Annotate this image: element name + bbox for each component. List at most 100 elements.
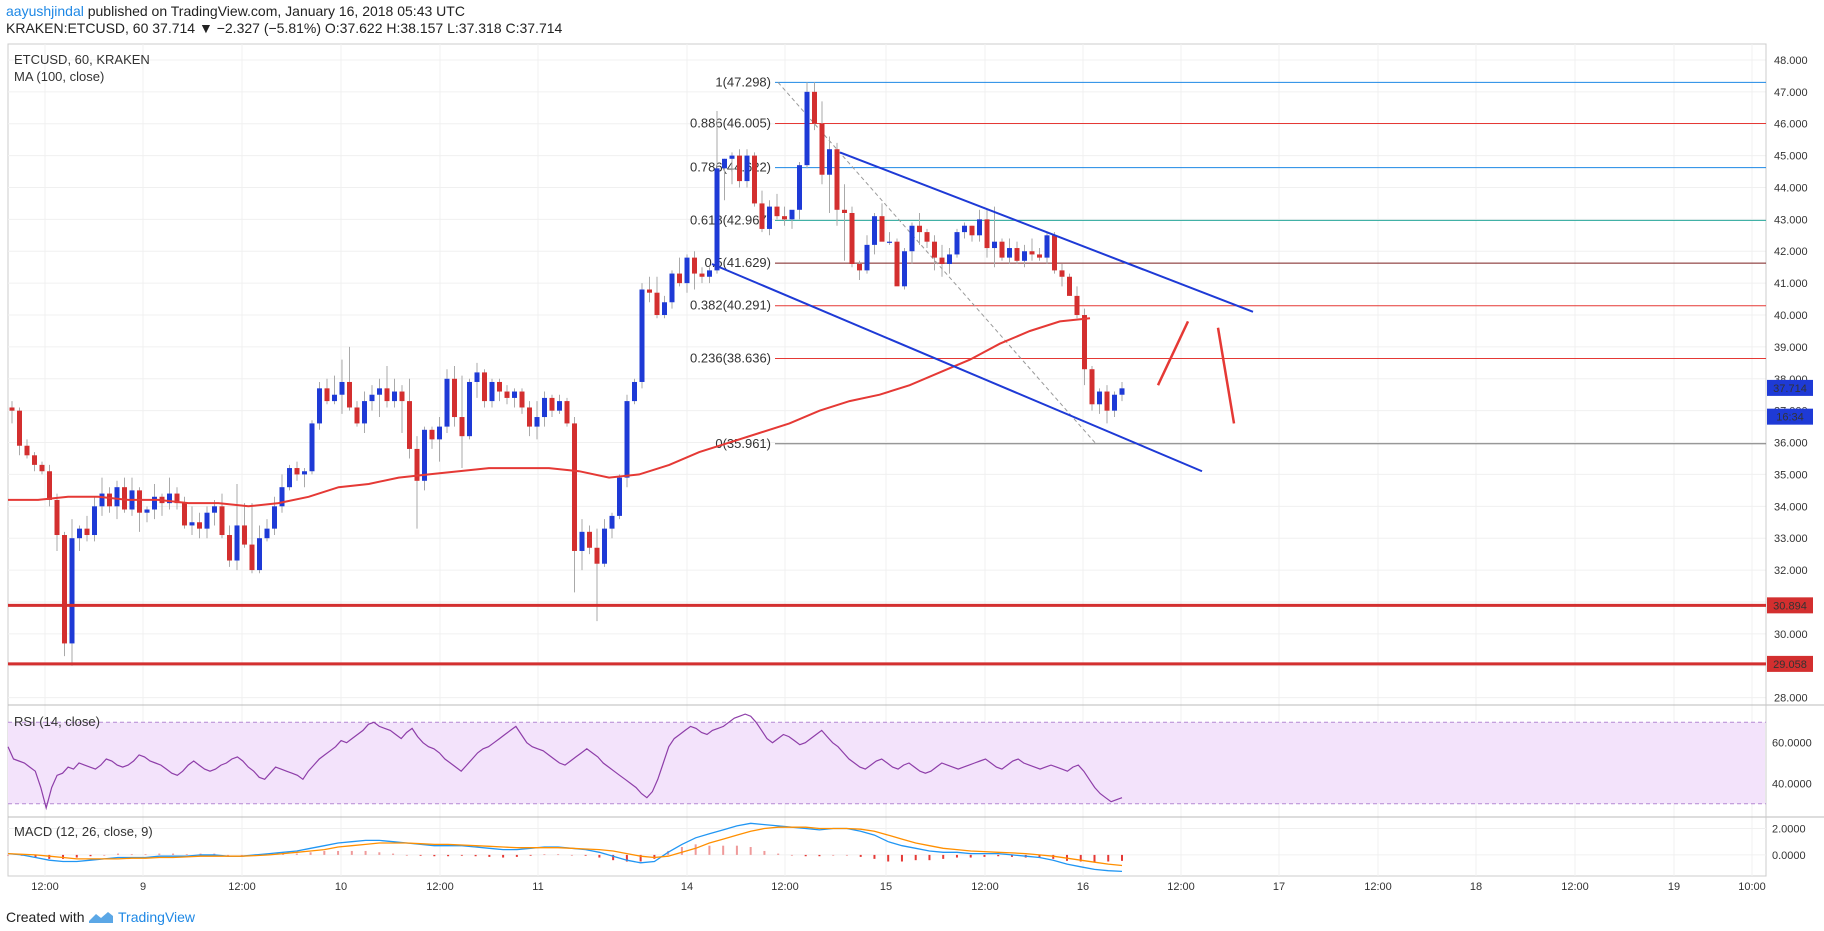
- candle: [519, 388, 525, 414]
- candle: [714, 110, 720, 274]
- macd-histogram-bar: [969, 854, 972, 858]
- candle: [767, 200, 772, 236]
- y-tick-label: 30.000: [1774, 629, 1808, 641]
- candle: [189, 506, 195, 536]
- candle: [369, 385, 375, 411]
- candle: [174, 487, 180, 510]
- fib-level-label: 0.886(46.005): [690, 116, 771, 131]
- candle: [294, 461, 300, 481]
- candle-body: [804, 91, 810, 166]
- chart-legend-label: ETCUSD, 60, KRAKEN: [14, 52, 150, 67]
- candle: [692, 251, 697, 290]
- macd-histogram-bar: [942, 854, 945, 859]
- candle-body: [662, 302, 667, 316]
- candle-body: [437, 426, 442, 440]
- candle: [932, 235, 937, 271]
- candle: [662, 295, 667, 319]
- macd-histogram-bar: [612, 854, 615, 861]
- y-tick-label: 35.000: [1774, 469, 1808, 481]
- candle: [894, 238, 900, 287]
- candle: [707, 267, 712, 284]
- price-badge: 16:34: [1767, 408, 1813, 425]
- candle: [909, 222, 915, 264]
- candle-body: [977, 219, 982, 236]
- macd-histogram-bar: [144, 854, 147, 856]
- rsi-legend-label: RSI (14, close): [14, 714, 100, 729]
- candle-body: [47, 471, 52, 500]
- macd-histogram-bar: [832, 854, 835, 856]
- candle-body: [602, 528, 607, 564]
- x-tick-label: 14: [681, 881, 693, 893]
- candle-body: [452, 378, 457, 418]
- candle: [204, 506, 210, 539]
- candle: [647, 276, 652, 303]
- candle: [639, 283, 645, 389]
- candle-body: [137, 490, 142, 513]
- candle-body: [1104, 391, 1110, 411]
- candle-body: [1014, 248, 1020, 261]
- x-tick-label: 12:00: [1561, 881, 1589, 893]
- candle-body: [347, 381, 352, 408]
- macd-histogram-bar: [1121, 854, 1123, 861]
- candle: [557, 394, 562, 414]
- y-tick-label: 34.000: [1774, 501, 1808, 513]
- price-badge: 37.714: [1767, 379, 1813, 396]
- macd-histogram-bar: [1038, 854, 1041, 858]
- candle: [782, 206, 787, 226]
- candle: [482, 369, 487, 408]
- candle-body: [909, 225, 915, 252]
- candle-body: [482, 372, 487, 402]
- macd-histogram-bar: [34, 854, 37, 858]
- candle-body: [414, 448, 420, 481]
- candle-body: [572, 423, 577, 551]
- candle-body: [369, 394, 375, 402]
- macd-histogram-bar: [295, 853, 298, 855]
- candle-body: [264, 528, 270, 539]
- candle: [864, 235, 870, 274]
- candle-body: [512, 391, 517, 398]
- candle: [917, 212, 922, 245]
- candle-body: [722, 158, 727, 169]
- candle: [219, 493, 225, 539]
- candle-body: [392, 391, 397, 402]
- macd-histogram-bar: [735, 845, 738, 855]
- candle-body: [24, 445, 30, 456]
- macd-histogram-bar: [570, 854, 573, 856]
- candle: [324, 378, 330, 405]
- candle: [422, 426, 427, 491]
- candle: [429, 426, 435, 449]
- candle: [264, 519, 270, 542]
- macd-histogram-bar: [405, 854, 408, 856]
- macd-histogram-bar: [460, 854, 463, 856]
- macd-histogram-bar: [309, 852, 312, 855]
- candle-body: [324, 388, 330, 402]
- candle-body: [819, 123, 825, 175]
- candle-body: [249, 544, 255, 571]
- candle: [624, 394, 630, 488]
- author-link[interactable]: aayushjindal: [6, 3, 84, 19]
- tradingview-link[interactable]: TradingView: [118, 909, 196, 925]
- candle-body: [624, 401, 630, 478]
- candle-body: [527, 407, 532, 427]
- y-tick-label: 43.000: [1774, 214, 1808, 226]
- macd-histogram-bar: [845, 854, 848, 856]
- macd-histogram-bar: [1010, 854, 1013, 857]
- y-tick-label: 39.000: [1774, 342, 1808, 354]
- candle: [609, 512, 615, 539]
- candle-body: [849, 212, 855, 264]
- candle-body: [377, 388, 382, 395]
- candle: [1112, 391, 1117, 418]
- candle-body: [174, 493, 180, 504]
- rsi-y-tick: 60.0000: [1772, 738, 1812, 750]
- channel-lower-line: [711, 263, 1203, 473]
- macd-histogram-bar: [488, 854, 491, 857]
- candle-body: [242, 525, 247, 545]
- macd-histogram-bar: [722, 845, 725, 855]
- x-tick-label: 9: [140, 881, 146, 893]
- candle-body: [9, 407, 15, 411]
- macd-histogram-bar: [240, 854, 243, 856]
- x-tick-label: 12:00: [771, 881, 799, 893]
- price-chart[interactable]: 48.000 47.000 46.000 45.000 44.000 43.000 42.0…: [0, 0, 1824, 901]
- candle: [827, 136, 832, 213]
- candle-body: [767, 206, 772, 229]
